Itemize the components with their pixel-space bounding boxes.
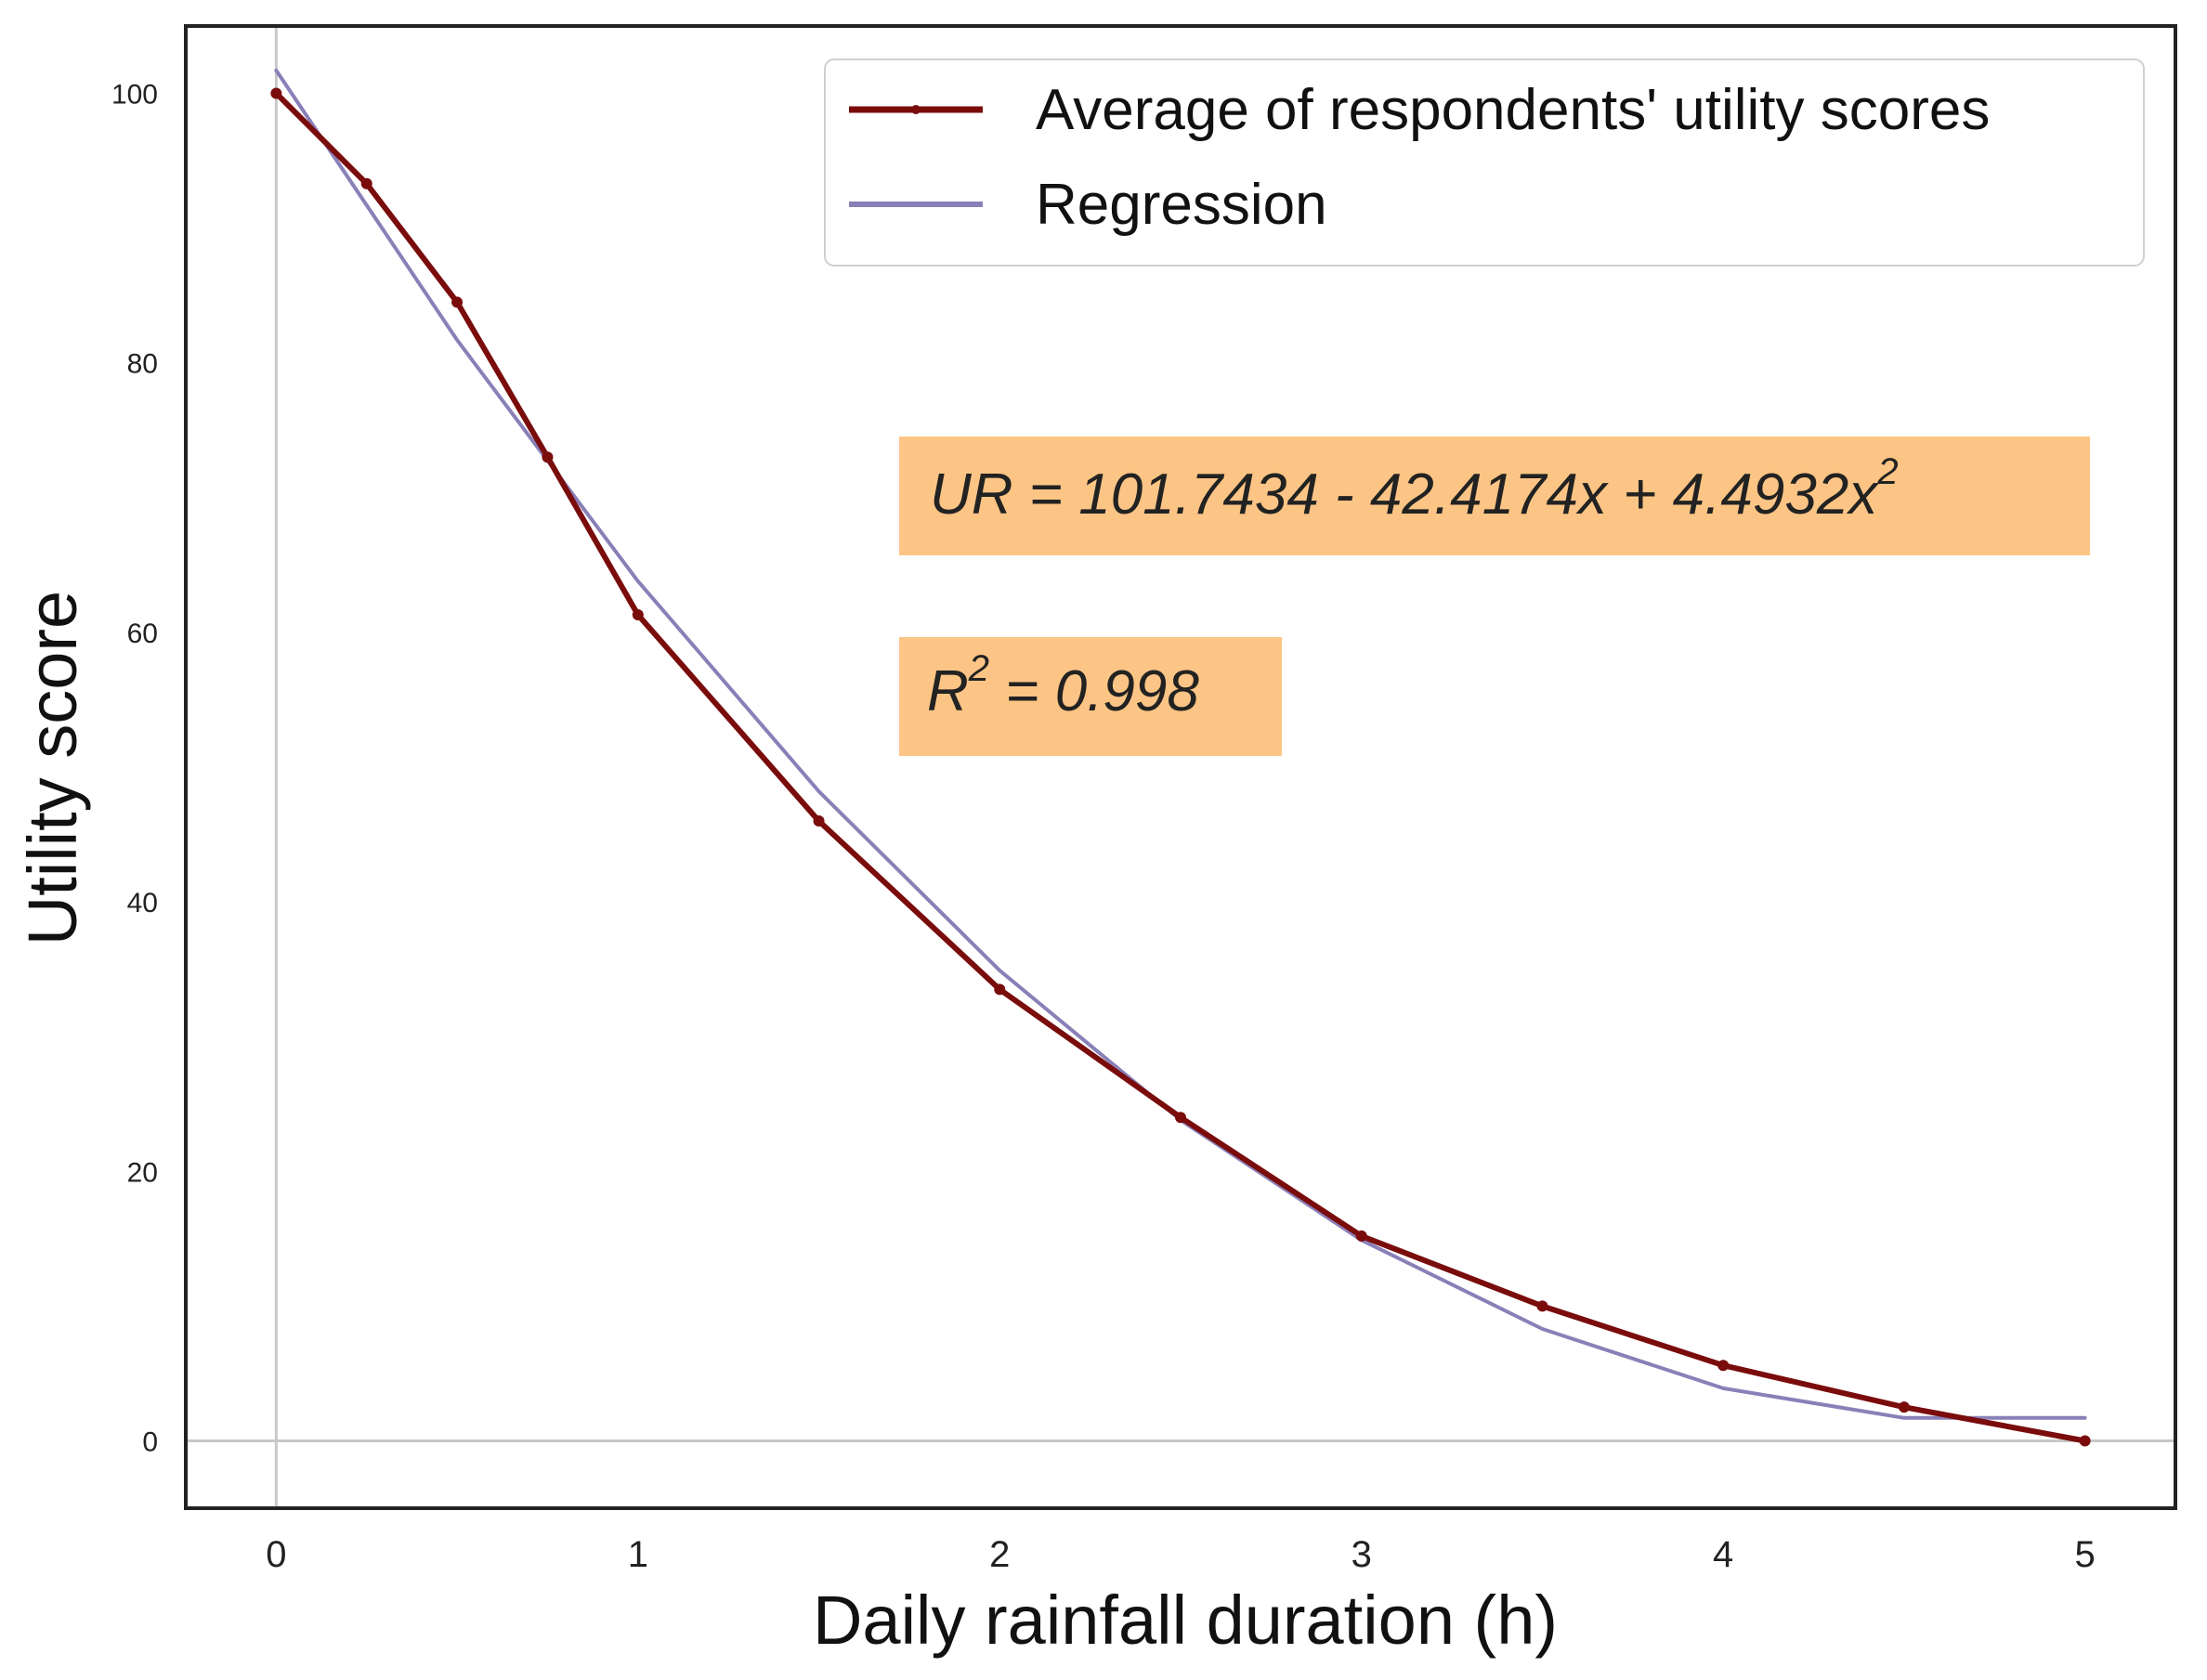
y-tick-label: 40 (127, 888, 158, 918)
y-tick-label: 0 (142, 1426, 158, 1457)
r-squared-rest: = 0.998 (989, 659, 1199, 723)
r-squared-text: R2 = 0.998 (927, 648, 1199, 723)
average-data-point (632, 609, 644, 621)
plot-frame (184, 24, 2177, 1510)
legend-label-average: Average of respondents' utility scores (1036, 78, 1990, 142)
average-data-point (1175, 1112, 1186, 1124)
average-data-point (2079, 1435, 2091, 1447)
average-data-point (1536, 1300, 1548, 1312)
y-tick-label: 100 (111, 80, 158, 111)
x-tick-label: 3 (1352, 1534, 1372, 1575)
x-tick-label: 2 (989, 1534, 1010, 1575)
x-axis-title: Daily rainfall duration (h) (813, 1582, 1558, 1659)
legend-label-regression: Regression (1036, 173, 1327, 237)
legend-box (824, 59, 2145, 267)
average-data-point (1898, 1401, 1910, 1413)
average-data-point (813, 815, 825, 827)
y-axis-title: Utility score (14, 591, 91, 945)
equation-annotation: UR = 101.7434 - 42.4174x + 4.4932x2 (899, 436, 2090, 555)
y-tick-label: 20 (127, 1157, 158, 1188)
legend-marker-average (911, 105, 921, 114)
r-squared-superscript: 2 (968, 648, 989, 689)
equation-superscript: 2 (1876, 451, 1898, 492)
x-tick-label: 4 (1713, 1534, 1733, 1575)
legend: Average of respondents' utility scores R… (824, 59, 2145, 267)
x-tick-label: 0 (266, 1534, 286, 1575)
equation-main: UR = 101.7434 - 42.4174x + 4.4932x (930, 462, 1879, 527)
equation-text: UR = 101.7434 - 42.4174x + 4.4932x2 (930, 451, 1899, 527)
equation-background (899, 436, 2090, 555)
x-tick-label: 5 (2075, 1534, 2096, 1575)
average-data-point (1355, 1230, 1367, 1242)
series-layer (270, 68, 2091, 1447)
average-data-point (1717, 1360, 1730, 1372)
average-data-point (360, 177, 372, 189)
average-data-point (542, 451, 554, 463)
r-squared-annotation: R2 = 0.998 (899, 637, 1282, 756)
x-tick-label: 1 (628, 1534, 648, 1575)
average-data-point (994, 983, 1006, 996)
r-squared-background (899, 637, 1282, 756)
r-squared-base: R (927, 659, 969, 723)
y-axis-tick-labels: 0 20 40 60 80 100 (111, 80, 158, 1458)
y-tick-label: 80 (127, 349, 158, 380)
average-data-point (451, 296, 464, 308)
x-axis-tick-labels: 0 1 2 3 4 5 (266, 1534, 2096, 1575)
average-data-point (270, 87, 282, 99)
y-tick-label: 60 (127, 619, 158, 649)
